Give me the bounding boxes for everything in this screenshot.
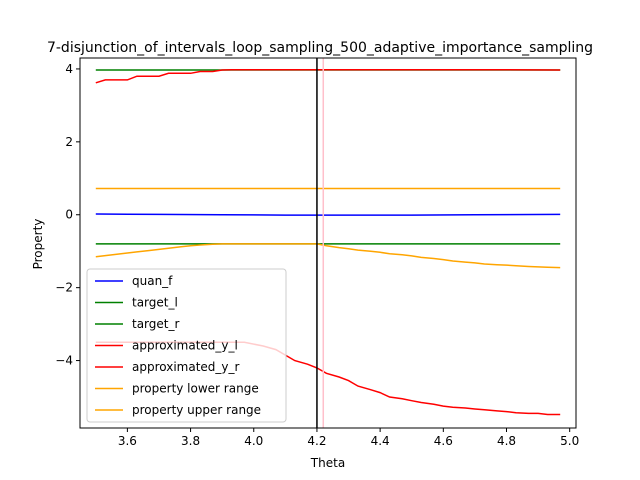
x-tick-label: 4.4 [371,434,390,448]
legend-label: property lower range [132,382,259,396]
series-line-6 [95,243,561,269]
y-tick-label: 4 [65,62,73,76]
chart-title: 7-disjunction_of_intervals_loop_sampling… [47,40,593,56]
y-axis-label: Property [31,219,45,270]
series-line-3 [95,68,561,84]
legend-label: approximated_y_r [132,360,240,374]
legend-label: approximated_y_l [132,339,238,353]
legend-label: target_r [132,317,179,331]
y-tick-label: −2 [55,281,73,295]
legend-label: quan_f [132,274,173,288]
legend: quan_f target_l target_r approximated_y_lap… [86,268,287,423]
plot-frame [79,57,577,429]
x-tick-label: 4.6 [434,434,453,448]
y-tick-label: −4 [55,354,73,368]
x-tick-label: 4.0 [244,434,263,448]
x-tick-label: 3.6 [118,434,137,448]
legend-box [86,268,287,423]
y-ticks: −4 −2 0 2 4 [55,62,80,368]
legend-label: property upper range [132,403,261,417]
legend-label: target_l [132,296,178,310]
x-tick-label: 4.8 [497,434,516,448]
y-tick-label: 0 [65,208,73,222]
vertical-lines [316,58,325,428]
x-tick-label: 4.2 [307,434,326,448]
y-tick-label: 2 [65,135,73,149]
series-line-0 [95,213,561,216]
x-tick-label: 5.0 [560,434,579,448]
x-axis-label: Theta [310,456,345,470]
x-tick-label: 3.8 [181,434,200,448]
x-ticks: 3.6 3.8 4.0 4.2 4.4 4.6 4.8 5.0 [118,428,579,448]
